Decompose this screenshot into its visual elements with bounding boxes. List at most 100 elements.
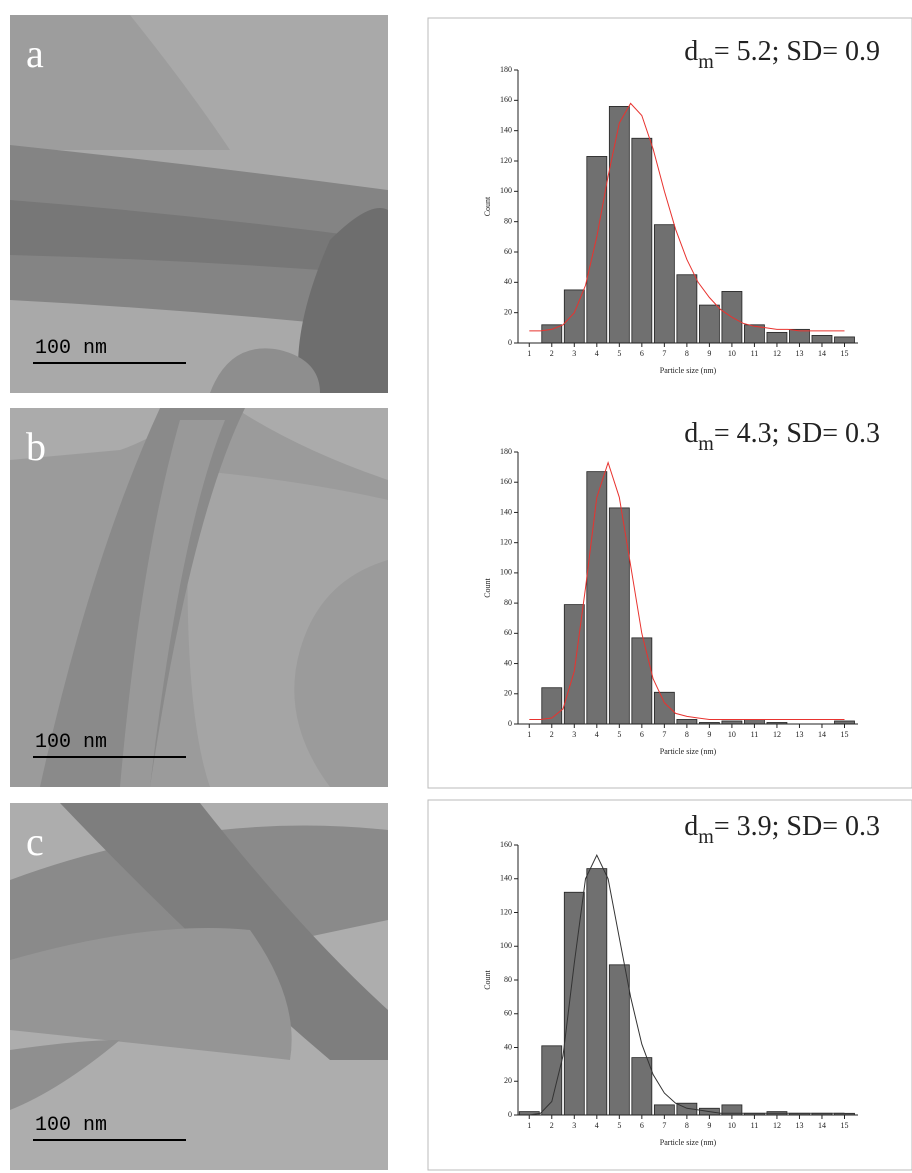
y-tick-label: 180 (500, 447, 512, 456)
x-axis-label: Particle size (nm) (660, 747, 717, 756)
panel-label: b (26, 424, 46, 469)
bar (744, 719, 764, 724)
x-tick-label: 10 (728, 349, 736, 358)
y-tick-label: 140 (500, 507, 512, 516)
x-tick-label: 11 (751, 1121, 759, 1130)
y-tick-label: 120 (500, 907, 512, 916)
y-tick-label: 0 (508, 338, 512, 347)
bar (812, 335, 832, 343)
x-tick-label: 9 (707, 730, 711, 739)
bar (564, 892, 584, 1115)
x-tick-label: 4 (595, 349, 599, 358)
y-tick-label: 100 (500, 941, 512, 950)
bar (519, 1112, 539, 1115)
x-tick-label: 10 (728, 1121, 736, 1130)
annotation-subscript: m (698, 826, 714, 848)
x-tick-label: 4 (595, 1121, 599, 1130)
y-tick-label: 160 (500, 477, 512, 486)
x-tick-label: 2 (550, 1121, 554, 1130)
y-tick-label: 80 (504, 975, 512, 984)
x-tick-label: 12 (773, 1121, 781, 1130)
scale-bar-label: 100 nm (35, 731, 107, 754)
annotation-subscript: m (698, 433, 714, 455)
annotation-text: = 5.2; SD= 0.9 (714, 36, 880, 67)
x-tick-label: 1 (527, 349, 531, 358)
x-tick-label: 6 (640, 349, 644, 358)
annotation-symbol: d (684, 418, 698, 449)
annotation-subscript: m (698, 51, 714, 73)
y-axis-label: Count (483, 969, 492, 989)
bar (677, 719, 697, 724)
x-tick-label: 12 (773, 349, 781, 358)
y-tick-label: 80 (504, 598, 512, 607)
bar (542, 325, 562, 343)
annotation: dm= 5.2; SD= 0.9 (684, 36, 880, 73)
x-tick-label: 7 (662, 1121, 666, 1130)
annotation: dm= 4.3; SD= 0.3 (684, 418, 880, 455)
x-tick-label: 14 (818, 349, 826, 358)
x-tick-label: 6 (640, 1121, 644, 1130)
y-tick-label: 140 (500, 874, 512, 883)
y-tick-label: 60 (504, 628, 512, 637)
x-tick-label: 1 (527, 1121, 531, 1130)
x-tick-label: 15 (840, 1121, 848, 1130)
y-tick-label: 40 (504, 277, 512, 286)
x-tick-label: 10 (728, 730, 736, 739)
y-tick-label: 100 (500, 186, 512, 195)
y-tick-label: 60 (504, 1009, 512, 1018)
x-axis-label: Particle size (nm) (660, 1138, 717, 1147)
bar (609, 965, 629, 1115)
bar (542, 1046, 562, 1115)
x-tick-label: 4 (595, 730, 599, 739)
bar (587, 472, 607, 724)
x-tick-label: 11 (751, 730, 759, 739)
y-tick-label: 40 (504, 658, 512, 667)
bar (632, 1058, 652, 1115)
x-tick-label: 3 (572, 349, 576, 358)
y-tick-label: 60 (504, 247, 512, 256)
x-tick-label: 8 (685, 1121, 689, 1130)
x-tick-label: 13 (795, 349, 803, 358)
x-tick-label: 1 (527, 730, 531, 739)
x-tick-label: 7 (662, 349, 666, 358)
x-tick-label: 13 (795, 1121, 803, 1130)
figure: a100 nmb100 nmc100 nm 020406080100120140… (0, 0, 912, 1173)
bar (654, 225, 674, 343)
y-tick-label: 160 (500, 840, 512, 849)
x-tick-label: 12 (773, 730, 781, 739)
bar (564, 290, 584, 343)
x-tick-label: 6 (640, 730, 644, 739)
x-tick-label: 2 (550, 730, 554, 739)
y-tick-label: 140 (500, 125, 512, 134)
x-tick-label: 8 (685, 730, 689, 739)
bar (654, 692, 674, 724)
y-axis-label: Count (483, 577, 492, 597)
y-tick-label: 120 (500, 156, 512, 165)
bar (632, 638, 652, 724)
annotation-text: = 3.9; SD= 0.3 (714, 811, 880, 842)
x-tick-label: 14 (818, 1121, 826, 1130)
y-tick-label: 160 (500, 95, 512, 104)
bar (654, 1105, 674, 1115)
annotation-symbol: d (684, 36, 698, 67)
x-axis-label: Particle size (nm) (660, 366, 717, 375)
x-tick-label: 8 (685, 349, 689, 358)
y-axis-label: Count (483, 196, 492, 216)
x-tick-label: 14 (818, 730, 826, 739)
x-tick-label: 3 (572, 1121, 576, 1130)
y-tick-label: 20 (504, 1076, 512, 1085)
x-tick-label: 9 (707, 349, 711, 358)
bar (609, 106, 629, 343)
x-tick-label: 13 (795, 730, 803, 739)
y-tick-label: 20 (504, 689, 512, 698)
panel-label: a (26, 31, 44, 76)
y-tick-label: 0 (508, 719, 512, 728)
x-tick-label: 15 (840, 730, 848, 739)
x-tick-label: 3 (572, 730, 576, 739)
x-tick-label: 7 (662, 730, 666, 739)
bar (834, 337, 854, 343)
x-tick-label: 5 (617, 349, 621, 358)
panel-label: c (26, 819, 44, 864)
x-tick-label: 5 (617, 730, 621, 739)
y-tick-label: 0 (508, 1110, 512, 1119)
